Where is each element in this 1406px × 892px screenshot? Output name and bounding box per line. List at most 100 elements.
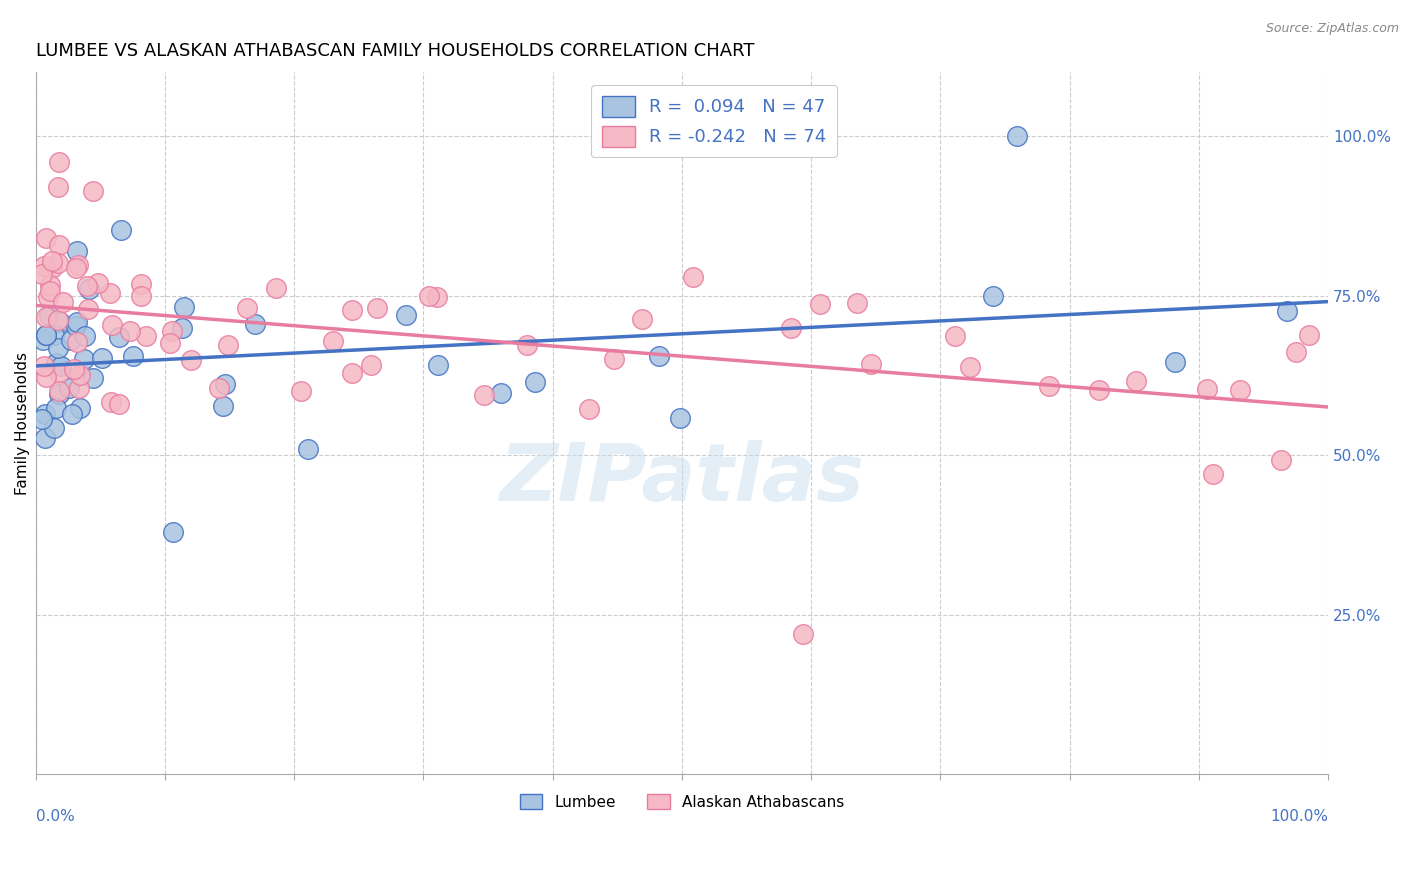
Text: ZIPatlas: ZIPatlas	[499, 441, 865, 518]
Point	[1125, 374, 1147, 388]
Point	[82, 371, 104, 385]
Point	[37, 290, 59, 304]
Point	[48, 387, 70, 401]
Point	[63, 362, 86, 376]
Point	[122, 349, 145, 363]
Point	[418, 289, 440, 303]
Point	[981, 289, 1004, 303]
Point	[669, 411, 692, 425]
Point	[42, 328, 65, 343]
Point	[1164, 355, 1187, 369]
Point	[34, 431, 56, 445]
Text: LUMBEE VS ALASKAN ATHABASCAN FAMILY HOUSEHOLDS CORRELATION CHART: LUMBEE VS ALASKAN ATHABASCAN FAMILY HOUS…	[35, 42, 754, 60]
Point	[1005, 129, 1028, 144]
Text: Source: ZipAtlas.com: Source: ZipAtlas.com	[1265, 22, 1399, 36]
Point	[46, 180, 69, 194]
Point	[76, 278, 98, 293]
Text: 100.0%: 100.0%	[1270, 809, 1329, 824]
Point	[91, 351, 114, 366]
Point	[780, 321, 803, 335]
Point	[35, 370, 58, 384]
Point	[860, 357, 883, 371]
Point	[129, 277, 152, 291]
Point	[1270, 453, 1292, 467]
Point	[516, 338, 538, 352]
Point	[48, 237, 70, 252]
Point	[52, 294, 75, 309]
Point	[87, 277, 110, 291]
Point	[1195, 382, 1218, 396]
Point	[180, 352, 202, 367]
Y-axis label: Family Households: Family Households	[15, 351, 30, 495]
Point	[491, 386, 513, 401]
Point	[49, 359, 72, 373]
Point	[67, 381, 90, 395]
Point	[46, 341, 69, 355]
Point	[578, 402, 600, 417]
Point	[77, 282, 100, 296]
Point	[45, 356, 67, 370]
Point	[60, 408, 83, 422]
Point	[243, 317, 266, 331]
Point	[98, 285, 121, 300]
Point	[959, 360, 981, 375]
Point	[38, 308, 60, 322]
Point	[77, 301, 100, 316]
Point	[129, 289, 152, 303]
Point	[170, 321, 193, 335]
Point	[425, 290, 447, 304]
Point	[264, 281, 287, 295]
Point	[217, 338, 239, 352]
Point	[1088, 383, 1111, 397]
Point	[48, 154, 70, 169]
Point	[73, 329, 96, 343]
Point	[366, 301, 388, 315]
Point	[159, 335, 181, 350]
Point	[65, 315, 87, 329]
Point	[110, 223, 132, 237]
Point	[297, 442, 319, 456]
Point	[73, 352, 96, 367]
Point	[82, 185, 104, 199]
Point	[58, 381, 80, 395]
Point	[1038, 379, 1060, 393]
Point	[34, 359, 56, 374]
Point	[943, 329, 966, 343]
Point	[31, 412, 53, 426]
Point	[340, 366, 363, 380]
Point	[236, 301, 259, 315]
Point	[682, 269, 704, 284]
Point	[1285, 344, 1308, 359]
Point	[603, 352, 626, 367]
Point	[162, 524, 184, 539]
Point	[34, 407, 56, 421]
Point	[42, 420, 65, 434]
Point	[524, 375, 547, 389]
Point	[49, 315, 72, 329]
Point	[1229, 383, 1251, 397]
Point	[845, 296, 868, 310]
Point	[48, 366, 70, 380]
Point	[100, 395, 122, 409]
Point	[808, 296, 831, 310]
Point	[173, 300, 195, 314]
Point	[31, 268, 53, 282]
Point	[46, 255, 69, 269]
Point	[160, 324, 183, 338]
Point	[48, 384, 70, 398]
Text: 0.0%: 0.0%	[35, 809, 75, 824]
Point	[66, 335, 89, 350]
Point	[631, 312, 654, 326]
Point	[35, 310, 58, 324]
Point	[427, 358, 450, 372]
Point	[32, 259, 55, 273]
Point	[1202, 467, 1225, 481]
Point	[647, 349, 669, 363]
Point	[65, 318, 87, 333]
Point	[360, 358, 382, 372]
Point	[34, 327, 56, 342]
Point	[34, 231, 56, 245]
Point	[472, 388, 495, 402]
Point	[290, 384, 312, 398]
Point	[100, 318, 122, 332]
